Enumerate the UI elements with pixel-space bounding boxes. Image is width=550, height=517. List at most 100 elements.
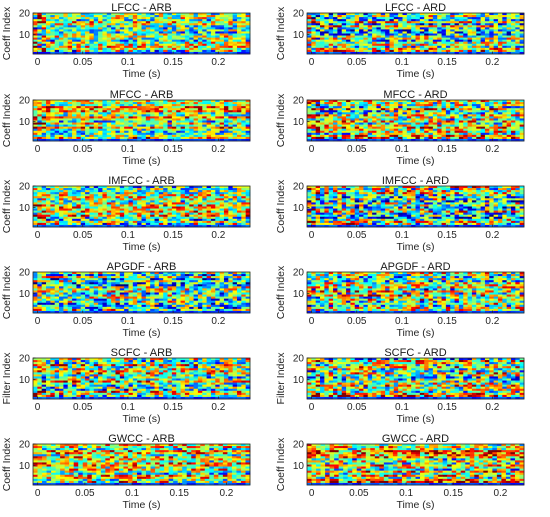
heatmap-cell — [72, 108, 77, 111]
subplot-title: MFCC - ARD — [383, 89, 447, 101]
heatmap-cell — [141, 126, 147, 130]
heatmap-cell — [106, 33, 112, 36]
heatmap-cell — [33, 134, 38, 138]
heatmap-cell — [80, 118, 86, 121]
heatmap-cell — [115, 210, 121, 213]
heatmap-cell — [98, 122, 103, 125]
heatmap-cell — [41, 19, 47, 22]
heatmap-cell — [320, 116, 325, 119]
heatmap-cell — [137, 186, 142, 189]
heatmap-cell — [85, 138, 90, 142]
heatmap-cell — [328, 112, 334, 115]
heatmap-cell — [232, 188, 238, 191]
heatmap-cell — [46, 41, 51, 45]
heatmap-cell — [515, 130, 521, 134]
heatmap-cell — [67, 190, 73, 193]
heatmap-cell — [215, 33, 220, 36]
heatmap-cell — [176, 220, 181, 224]
heatmap-cell — [85, 19, 90, 22]
heatmap-cell — [41, 47, 47, 51]
heatmap-cell — [432, 126, 438, 130]
heatmap-cell — [76, 51, 82, 55]
heatmap-cell — [228, 49, 233, 53]
heatmap-cell — [419, 31, 425, 34]
heatmap-cell — [93, 21, 99, 24]
heatmap-cell — [206, 13, 212, 16]
heatmap-cell — [320, 104, 325, 107]
heatmap-cell — [206, 47, 212, 51]
heatmap-cell — [333, 33, 338, 36]
heatmap-cell — [232, 118, 238, 121]
heatmap-cell — [223, 210, 229, 213]
heatmap-cell — [493, 122, 499, 125]
heatmap-cell — [219, 41, 225, 45]
heatmap-cell — [228, 23, 233, 26]
heatmap-cell — [115, 51, 121, 55]
heatmap-cell — [158, 35, 164, 38]
heatmap-cell — [137, 39, 142, 43]
heatmap-cell — [210, 218, 216, 222]
heatmap-cell — [54, 188, 60, 191]
heatmap-cell — [85, 122, 90, 125]
heatmap-cell — [189, 120, 194, 123]
heatmap-cell — [210, 47, 216, 51]
heatmap-cell — [497, 136, 503, 140]
heatmap-cell — [402, 19, 408, 22]
heatmap-cell — [311, 29, 317, 32]
heatmap-cell — [463, 114, 468, 117]
heatmap-cell — [228, 108, 233, 111]
heatmap-cell — [484, 134, 490, 138]
heatmap-cell — [432, 124, 438, 127]
heatmap-cell — [471, 49, 477, 53]
heatmap-cell — [54, 39, 60, 43]
heatmap-cell — [119, 198, 125, 201]
heatmap-cell — [307, 27, 312, 30]
heatmap-cell — [80, 194, 86, 197]
heatmap-cell — [37, 35, 43, 38]
heatmap-cell — [98, 202, 103, 205]
heatmap-cell — [102, 27, 108, 30]
heatmap-cell — [219, 136, 225, 140]
heatmap-cell — [385, 13, 390, 16]
heatmap-cell — [128, 208, 134, 211]
heatmap-cell — [419, 27, 425, 30]
heatmap-cell — [489, 39, 494, 43]
heatmap-cell — [441, 108, 447, 111]
heatmap-cell — [432, 108, 438, 111]
heatmap-cell — [180, 102, 186, 105]
heatmap-cell — [359, 138, 364, 142]
heatmap-cell — [437, 134, 442, 138]
heatmap-cell — [236, 13, 242, 16]
heatmap-cell — [67, 112, 73, 115]
heatmap-cell — [85, 220, 90, 224]
heatmap-cell — [341, 15, 347, 18]
heatmap-cell — [180, 126, 186, 130]
heatmap-cell — [419, 114, 425, 117]
heatmap-cell — [411, 100, 416, 103]
heatmap-cell — [441, 23, 447, 26]
heatmap-cell — [41, 45, 47, 49]
heatmap-cell — [510, 112, 516, 115]
heatmap-cell — [189, 128, 194, 132]
heatmap-cell — [393, 120, 399, 123]
heatmap-cell — [411, 102, 416, 105]
heatmap-cell — [128, 51, 134, 55]
heatmap-cell — [519, 23, 525, 26]
heatmap-cell — [128, 136, 134, 140]
heatmap-cell — [206, 102, 212, 105]
heatmap-cell — [350, 128, 356, 132]
heatmap-cell — [202, 104, 207, 107]
heatmap-cell — [59, 19, 64, 22]
heatmap-cell — [350, 47, 356, 51]
heatmap-cell — [393, 134, 399, 138]
heatmap-cell — [320, 102, 325, 105]
heatmap-cell — [206, 118, 212, 121]
heatmap-cell — [241, 206, 247, 209]
heatmap-cell — [111, 39, 116, 43]
heatmap-cell — [341, 27, 347, 30]
heatmap-cell — [215, 15, 220, 18]
heatmap-cell — [171, 108, 177, 111]
heatmap-cell — [350, 100, 356, 103]
heatmap-cell — [98, 214, 103, 218]
heatmap-cell — [85, 114, 90, 117]
